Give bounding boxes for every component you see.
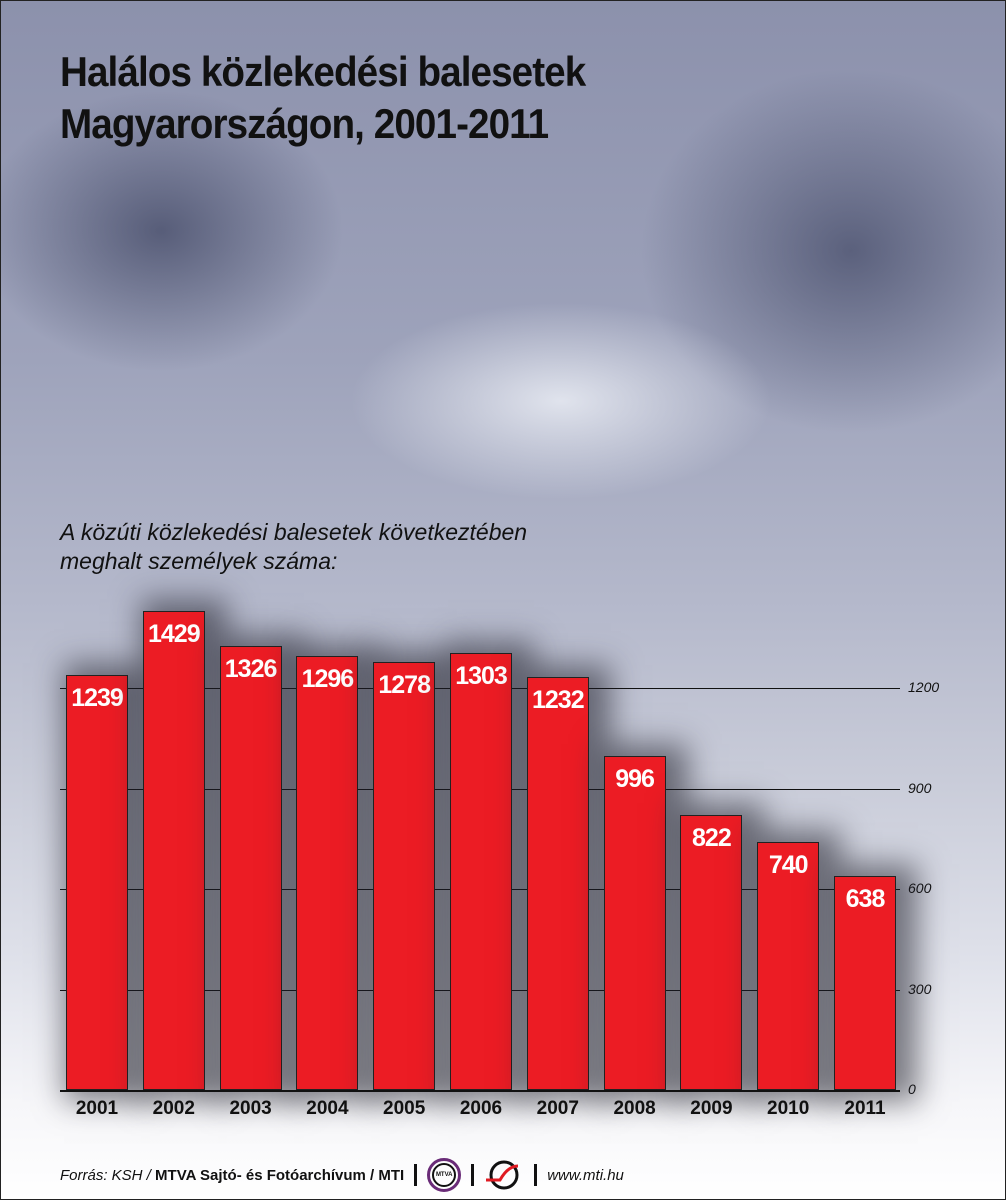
x-tick-label: 2010 (767, 1098, 810, 1119)
bar-2006: 1303 (450, 653, 512, 1090)
bar-2007: 1232 (526, 677, 589, 1090)
chart-subtitle: A közúti közlekedési balesetek következt… (60, 518, 527, 576)
divider (471, 1164, 475, 1186)
bar-2011: 638 (834, 876, 896, 1090)
divider (414, 1164, 418, 1186)
y-tick-label: 300 (908, 980, 932, 997)
title-line-1: Halálos közlekedési balesetek (60, 48, 586, 95)
bar-2003: 1326 (219, 645, 282, 1090)
x-axis (60, 1090, 900, 1092)
mtva-logo: MTVA (427, 1158, 462, 1192)
website-link[interactable]: www.mti.hu (547, 1166, 624, 1184)
data-label: 996 (615, 765, 655, 794)
data-label: 1296 (301, 664, 355, 693)
x-tick-label: 2004 (306, 1098, 349, 1119)
data-label: 1278 (378, 670, 431, 699)
x-tick-label: 2008 (613, 1098, 656, 1119)
x-tick-label: 2007 (536, 1098, 579, 1119)
bar-2009: 822 (680, 814, 743, 1090)
y-tick-label: 600 (908, 880, 932, 896)
bar-2008: 996 (603, 756, 666, 1090)
x-tick-label: 2005 (383, 1098, 426, 1119)
bar-2005: 1278 (373, 661, 436, 1090)
divider (534, 1164, 538, 1186)
x-tick-label: 2011 (844, 1098, 886, 1119)
title-line-2: Magyarországon, 2001-2011 (60, 100, 549, 147)
subtitle-line-1: A közúti közlekedési balesetek következt… (60, 519, 528, 545)
data-label: 1326 (224, 654, 278, 683)
data-label: 1232 (531, 686, 585, 715)
x-tick-label: 2002 (152, 1098, 195, 1119)
source-agency: MTVA Sajtó- és Fotóarchívum / MTI (155, 1166, 405, 1184)
subtitle-line-2: meghalt személyek száma: (60, 548, 338, 574)
bar-2010: 740 (757, 842, 820, 1090)
x-tick-label: 2003 (229, 1098, 272, 1119)
source-text: Forrás: KSH / MTVA Sajtó- és Fotóarchívu… (60, 1167, 404, 1184)
mti-logo (486, 1160, 519, 1190)
data-label: 1303 (455, 662, 508, 691)
y-tick-label: 1200 (908, 679, 940, 695)
mtva-logo-text: MTVA (432, 1163, 457, 1187)
y-tick-label: 0 (908, 1081, 916, 1097)
data-label: 1239 (71, 683, 124, 712)
footer: Forrás: KSH / MTVA Sajtó- és Fotóarchívu… (60, 1158, 624, 1192)
bar-2002: 1429 (142, 611, 205, 1090)
data-label: 638 (845, 885, 886, 914)
source-prefix: Forrás: KSH / (60, 1166, 156, 1184)
data-label: 740 (768, 851, 809, 880)
page-title: Halálos közlekedési balesetek Magyarorsz… (60, 46, 586, 150)
y-tick-label: 900 (908, 779, 932, 796)
bar-2004: 1296 (296, 655, 359, 1090)
bar-2001: 1239 (66, 674, 128, 1090)
data-label: 822 (692, 823, 732, 852)
x-tick-label: 2006 (459, 1098, 503, 1119)
data-label: 1429 (147, 620, 201, 649)
x-tick-label: 2001 (75, 1098, 119, 1119)
x-tick-label: 2009 (690, 1098, 733, 1119)
